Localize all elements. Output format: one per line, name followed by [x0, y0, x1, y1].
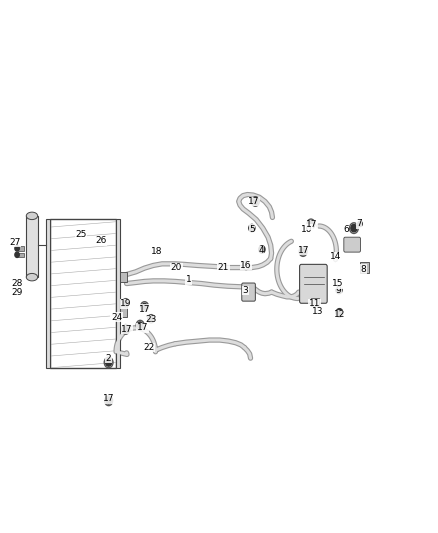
Text: 18: 18 [151, 247, 162, 256]
Bar [18, 246, 24, 251]
Circle shape [124, 300, 128, 305]
Text: 16: 16 [240, 261, 252, 270]
Bar [46, 219, 50, 368]
Circle shape [358, 221, 362, 227]
Circle shape [308, 221, 314, 227]
Circle shape [336, 309, 343, 317]
Ellipse shape [26, 273, 38, 281]
Circle shape [351, 224, 357, 232]
Text: 1: 1 [185, 276, 191, 284]
Bar [26, 216, 38, 277]
Circle shape [123, 326, 128, 333]
Text: 15: 15 [332, 279, 344, 288]
Text: 10: 10 [301, 225, 312, 233]
Text: 27: 27 [10, 238, 21, 247]
Circle shape [249, 224, 255, 232]
Text: 28: 28 [12, 279, 23, 288]
FancyBboxPatch shape [242, 283, 255, 301]
Text: 5: 5 [249, 225, 255, 233]
Text: 17: 17 [306, 221, 318, 229]
Circle shape [106, 359, 112, 366]
Text: 2: 2 [106, 354, 111, 362]
Text: 12: 12 [334, 310, 345, 319]
Bar [120, 272, 127, 282]
Text: 20: 20 [171, 263, 182, 272]
Text: 29: 29 [12, 288, 23, 296]
Bar [360, 262, 369, 273]
Text: 17: 17 [248, 197, 260, 206]
Text: 21: 21 [218, 263, 229, 272]
Text: 17: 17 [137, 324, 148, 332]
Ellipse shape [26, 212, 38, 220]
Text: 4: 4 [258, 246, 264, 255]
Circle shape [142, 303, 147, 310]
Circle shape [138, 322, 143, 328]
Text: 9: 9 [336, 286, 342, 295]
Bar [18, 253, 24, 257]
FancyBboxPatch shape [344, 237, 360, 252]
Text: 6: 6 [343, 225, 349, 233]
Text: 3: 3 [242, 286, 248, 295]
Bar [120, 306, 127, 317]
Text: 17: 17 [298, 246, 309, 255]
Text: 13: 13 [312, 308, 323, 316]
Text: 22: 22 [143, 343, 155, 352]
Text: 11: 11 [309, 300, 320, 308]
Text: 23: 23 [145, 316, 157, 324]
Text: 25: 25 [75, 230, 87, 239]
FancyBboxPatch shape [300, 264, 327, 303]
Text: 17: 17 [103, 394, 114, 403]
Bar [311, 298, 319, 306]
Text: 14: 14 [330, 253, 342, 261]
Circle shape [106, 398, 111, 404]
Bar [115, 313, 119, 320]
Circle shape [300, 248, 306, 255]
Text: 17: 17 [121, 325, 133, 334]
Circle shape [336, 286, 342, 294]
Text: 24: 24 [111, 313, 122, 321]
Text: 17: 17 [139, 305, 150, 313]
Circle shape [15, 246, 19, 251]
Circle shape [253, 198, 258, 205]
Text: 7: 7 [356, 220, 362, 228]
Circle shape [259, 246, 265, 253]
Circle shape [149, 316, 153, 321]
Circle shape [15, 252, 19, 257]
Text: 8: 8 [360, 265, 367, 273]
Text: 19: 19 [120, 300, 131, 308]
Text: 26: 26 [95, 237, 106, 245]
Bar [50, 219, 116, 368]
Bar [116, 219, 120, 368]
